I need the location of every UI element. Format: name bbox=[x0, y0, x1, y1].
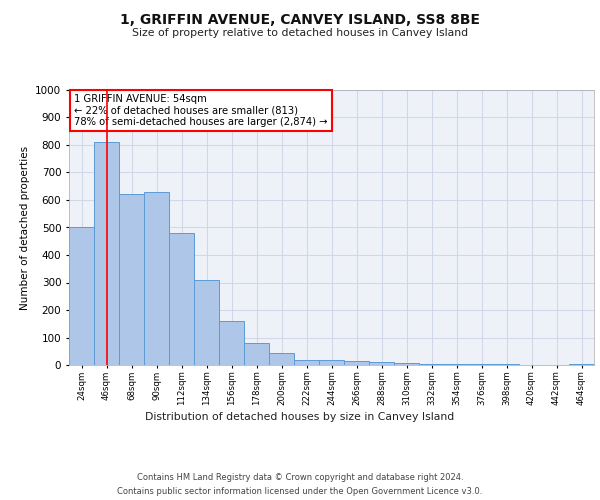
Y-axis label: Number of detached properties: Number of detached properties bbox=[20, 146, 29, 310]
Text: Distribution of detached houses by size in Canvey Island: Distribution of detached houses by size … bbox=[145, 412, 455, 422]
Bar bbox=[469, 364, 494, 365]
Bar bbox=[369, 362, 394, 365]
Bar bbox=[419, 364, 444, 365]
Bar bbox=[219, 321, 244, 365]
Bar bbox=[344, 361, 369, 365]
Bar bbox=[394, 363, 419, 365]
Bar bbox=[319, 360, 344, 365]
Bar bbox=[294, 360, 319, 365]
Bar bbox=[169, 233, 194, 365]
Text: 1 GRIFFIN AVENUE: 54sqm
← 22% of detached houses are smaller (813)
78% of semi-d: 1 GRIFFIN AVENUE: 54sqm ← 22% of detache… bbox=[74, 94, 328, 128]
Bar bbox=[119, 194, 144, 365]
Text: Contains HM Land Registry data © Crown copyright and database right 2024.: Contains HM Land Registry data © Crown c… bbox=[137, 472, 463, 482]
Bar bbox=[244, 343, 269, 365]
Bar bbox=[144, 192, 169, 365]
Text: 1, GRIFFIN AVENUE, CANVEY ISLAND, SS8 8BE: 1, GRIFFIN AVENUE, CANVEY ISLAND, SS8 8B… bbox=[120, 12, 480, 26]
Bar bbox=[494, 364, 519, 365]
Bar bbox=[194, 280, 219, 365]
Bar bbox=[269, 354, 294, 365]
Bar bbox=[569, 364, 594, 365]
Text: Contains public sector information licensed under the Open Government Licence v3: Contains public sector information licen… bbox=[118, 488, 482, 496]
Bar bbox=[94, 142, 119, 365]
Bar bbox=[444, 364, 469, 365]
Text: Size of property relative to detached houses in Canvey Island: Size of property relative to detached ho… bbox=[132, 28, 468, 38]
Bar bbox=[69, 228, 94, 365]
